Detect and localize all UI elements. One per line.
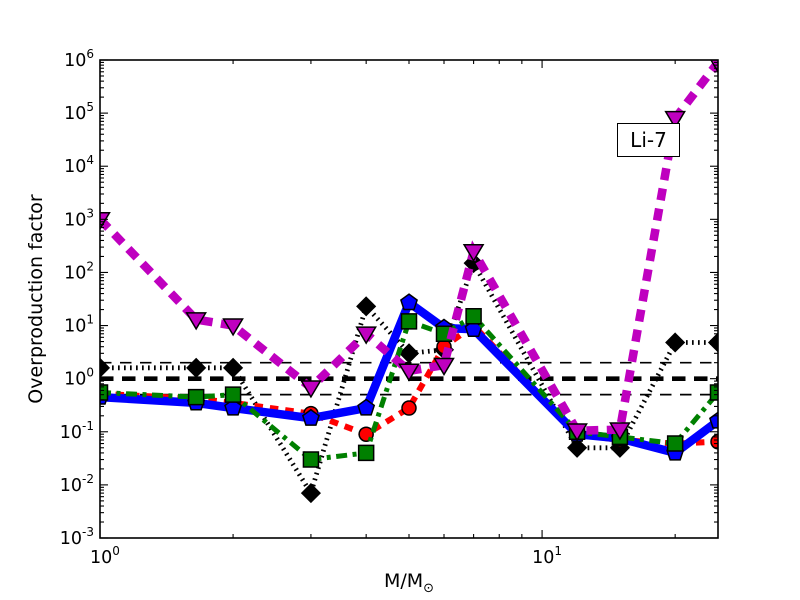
square-marker (666, 435, 684, 452)
tick-labels: 10-3 10-2 10-1 100 101 102 103 104 105 106 100 101 (60, 47, 562, 568)
pentagon-marker (224, 398, 243, 416)
y-tick-label: 101 (64, 313, 94, 337)
y-tick-label: 10-3 (60, 525, 94, 549)
square-marker (709, 384, 718, 401)
triangle-down-marker (300, 380, 322, 399)
y-tick-label: 100 (64, 366, 94, 390)
series-thick-dashed-magenta-triangles (100, 60, 718, 442)
series-dashed-red-circles (100, 317, 718, 452)
triangle-down-marker (355, 326, 377, 345)
diamond-marker (398, 343, 420, 364)
circle-marker (710, 433, 718, 450)
pentagon-marker (357, 398, 376, 416)
y-tick-label: 105 (64, 100, 94, 124)
x-axis-label-main: M/M (383, 570, 424, 592)
triangle-down-marker (462, 243, 485, 263)
square-marker (187, 388, 205, 406)
x-axis-label: M/M⊙ (384, 570, 434, 596)
triangle-down-marker (566, 423, 588, 442)
square-marker (100, 384, 109, 401)
square-marker (302, 451, 320, 468)
triangle-down-marker (398, 363, 420, 382)
diamond-marker (223, 357, 244, 378)
triangle-down-marker (433, 357, 455, 376)
triangle-down-marker (185, 312, 207, 331)
series-line (100, 312, 718, 463)
square-marker (224, 386, 242, 403)
isotope-label: Li-7 (617, 123, 680, 157)
y-tick-label: 10-1 (60, 419, 94, 443)
y-tick-label: 103 (64, 206, 94, 230)
x-tick-label: 101 (532, 544, 562, 568)
y-tick-label: 10-2 (60, 472, 94, 496)
pentagon-marker (400, 293, 418, 311)
diamond-marker (300, 483, 321, 504)
square-marker (465, 307, 482, 325)
triangle-down-marker (222, 318, 244, 337)
axis-ticks (99, 59, 718, 539)
diamond-marker (100, 357, 111, 378)
y-tick-label: 104 (64, 153, 94, 177)
y-tick-label: 106 (64, 47, 94, 71)
pentagon-marker (301, 408, 320, 426)
y-tick-label: 102 (64, 259, 94, 283)
diamond-marker (356, 296, 377, 317)
y-axis-label: Overproduction factor (25, 194, 47, 404)
circle-marker (401, 400, 417, 416)
diamond-marker (567, 437, 588, 458)
diamond-marker (186, 357, 207, 378)
square-marker (357, 444, 375, 462)
diamond-marker (665, 332, 686, 353)
solar-mass-symbol: ⊙ (423, 581, 435, 596)
square-marker (400, 313, 418, 330)
x-tick-label: 100 (90, 544, 120, 568)
triangle-down-marker (664, 110, 686, 130)
triangle-down-marker (609, 422, 631, 441)
